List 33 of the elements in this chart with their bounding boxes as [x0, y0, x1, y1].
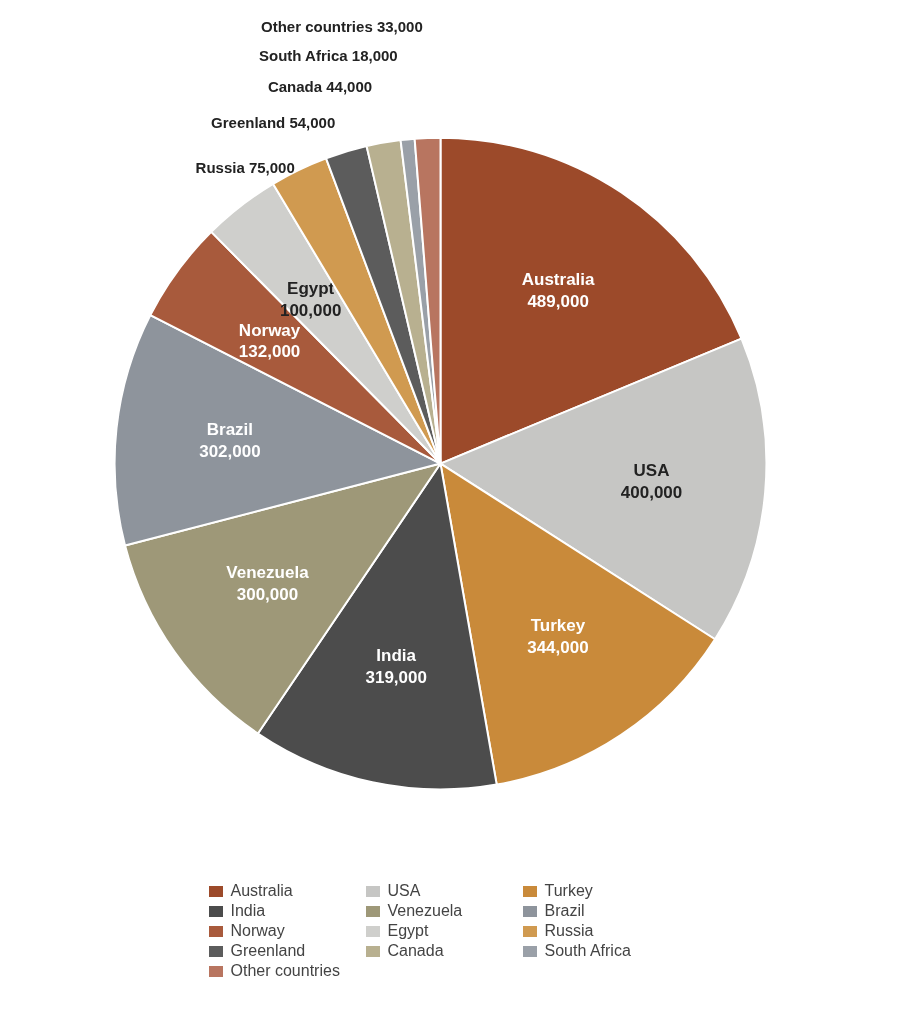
legend-label: Other countries [230, 962, 341, 980]
legend-label: Canada [387, 942, 445, 960]
legend-label: Venezuela [387, 902, 464, 920]
slice-label: Egypt [287, 279, 335, 299]
legend-label: Australia [230, 882, 294, 900]
legend-label: South Africa [544, 942, 632, 960]
data-label: 489,000 [527, 292, 589, 312]
legend-label: Egypt [387, 922, 430, 940]
category-label: Canada 44,000 [267, 77, 373, 95]
category-label: Greenland 54,000 [211, 114, 336, 132]
slice-label: Turkey [530, 615, 586, 635]
legend-label: Norway [230, 922, 286, 940]
category-label: Russia 75,000 [195, 158, 295, 176]
slice-label: Venezuela [226, 562, 310, 582]
legend-label: Russia [544, 922, 595, 940]
data-label: 319,000 [365, 667, 427, 687]
legend-label: USA [387, 882, 422, 900]
data-label: 132,000 [238, 342, 301, 362]
data-label: 344,000 [527, 637, 589, 657]
data-label: 302,000 [199, 442, 261, 462]
category-label: South Africa 18,000 [259, 46, 398, 64]
slice-label: Australia [521, 270, 596, 290]
slice-label: India [376, 646, 417, 666]
data-label: 400,000 [620, 483, 683, 503]
legend-label: Turkey [544, 882, 594, 900]
legend-label: Brazil [544, 902, 586, 920]
legend-label: Greenland [230, 942, 307, 960]
category-label: Other countries 33,000 [261, 17, 423, 35]
slice-label: Norway [238, 320, 301, 340]
slice-label: USA [633, 461, 670, 481]
data-label: 300,000 [236, 584, 299, 604]
slice-label: Brazil [206, 420, 254, 440]
legend-label: India [230, 902, 267, 920]
